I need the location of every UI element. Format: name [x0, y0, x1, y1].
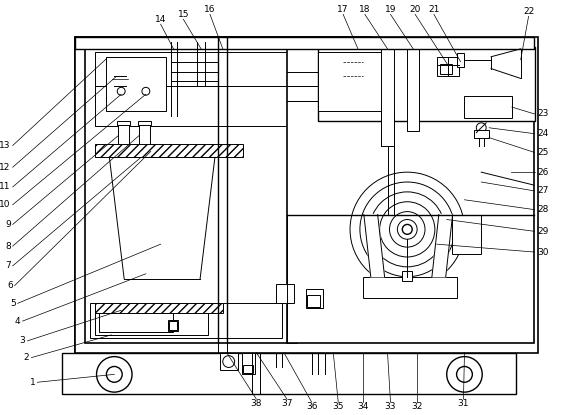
Circle shape: [117, 87, 125, 95]
Text: 19: 19: [385, 5, 396, 14]
Text: 28: 28: [537, 205, 549, 214]
Bar: [440, 63, 452, 73]
Bar: [437, 57, 459, 76]
Circle shape: [447, 356, 482, 392]
Circle shape: [397, 220, 417, 239]
Bar: [62, 353, 516, 394]
Bar: [95, 86, 287, 126]
Text: 20: 20: [409, 5, 421, 14]
Bar: [138, 149, 151, 152]
Bar: [138, 121, 151, 125]
Circle shape: [403, 225, 412, 234]
Text: 12: 12: [0, 163, 11, 172]
Text: 4: 4: [15, 317, 21, 326]
Circle shape: [142, 87, 150, 95]
Bar: [167, 320, 178, 331]
Bar: [287, 47, 533, 343]
Bar: [90, 303, 282, 338]
Text: 18: 18: [359, 5, 371, 14]
Text: 33: 33: [385, 403, 396, 411]
Bar: [75, 37, 538, 353]
Bar: [407, 47, 419, 131]
Bar: [307, 295, 320, 307]
Text: 13: 13: [0, 141, 11, 150]
Circle shape: [457, 366, 472, 382]
Text: 16: 16: [204, 5, 216, 14]
Bar: [75, 37, 533, 49]
Text: 10: 10: [0, 200, 11, 209]
Polygon shape: [491, 49, 521, 78]
Text: 8: 8: [5, 242, 11, 251]
Text: 7: 7: [5, 261, 11, 270]
Text: 37: 37: [281, 400, 293, 408]
Circle shape: [476, 123, 486, 133]
Text: 3: 3: [20, 336, 26, 345]
Bar: [452, 215, 481, 254]
Bar: [168, 321, 178, 330]
Text: 25: 25: [537, 148, 549, 157]
Text: 26: 26: [537, 168, 549, 177]
Circle shape: [360, 182, 455, 277]
Bar: [276, 283, 294, 303]
Text: 30: 30: [537, 248, 549, 256]
Bar: [95, 52, 287, 86]
Bar: [95, 307, 208, 335]
Circle shape: [380, 202, 435, 257]
Polygon shape: [432, 215, 453, 277]
Bar: [117, 149, 130, 152]
Circle shape: [350, 172, 464, 287]
Bar: [464, 96, 512, 118]
Text: 34: 34: [357, 403, 368, 411]
Text: 24: 24: [537, 129, 549, 138]
Bar: [457, 53, 464, 67]
Text: 6: 6: [7, 281, 13, 290]
Polygon shape: [364, 215, 385, 277]
Circle shape: [370, 192, 445, 267]
Text: 22: 22: [523, 7, 534, 16]
Bar: [305, 288, 323, 308]
Text: 5: 5: [10, 299, 15, 308]
Bar: [75, 37, 371, 353]
Text: 23: 23: [537, 110, 549, 118]
Text: 15: 15: [178, 10, 189, 19]
Bar: [242, 353, 255, 374]
Bar: [106, 57, 166, 111]
Bar: [319, 47, 536, 121]
Bar: [381, 47, 395, 146]
Bar: [319, 52, 383, 111]
Circle shape: [106, 366, 122, 382]
Bar: [95, 303, 223, 313]
Circle shape: [96, 356, 132, 392]
Bar: [117, 121, 130, 125]
Bar: [118, 123, 129, 151]
Text: 17: 17: [337, 5, 349, 14]
Bar: [139, 123, 150, 151]
Text: 29: 29: [537, 227, 549, 236]
Bar: [475, 130, 489, 138]
Text: 21: 21: [428, 5, 440, 14]
Text: 9: 9: [5, 220, 11, 229]
Bar: [99, 311, 174, 332]
Text: 11: 11: [0, 183, 11, 191]
Text: 36: 36: [306, 403, 317, 411]
Text: 1: 1: [30, 378, 35, 387]
Bar: [95, 144, 243, 157]
Bar: [220, 353, 238, 371]
Text: 2: 2: [24, 353, 30, 362]
Bar: [403, 271, 412, 281]
Text: 35: 35: [332, 403, 344, 411]
Polygon shape: [110, 157, 215, 279]
Text: 38: 38: [251, 400, 262, 408]
Bar: [85, 47, 297, 343]
Text: 14: 14: [155, 15, 166, 24]
Bar: [243, 366, 254, 374]
Text: 31: 31: [458, 400, 469, 408]
Text: 32: 32: [412, 403, 423, 411]
Text: 27: 27: [537, 186, 549, 195]
Circle shape: [389, 212, 425, 247]
Bar: [363, 277, 457, 298]
Circle shape: [223, 356, 235, 367]
